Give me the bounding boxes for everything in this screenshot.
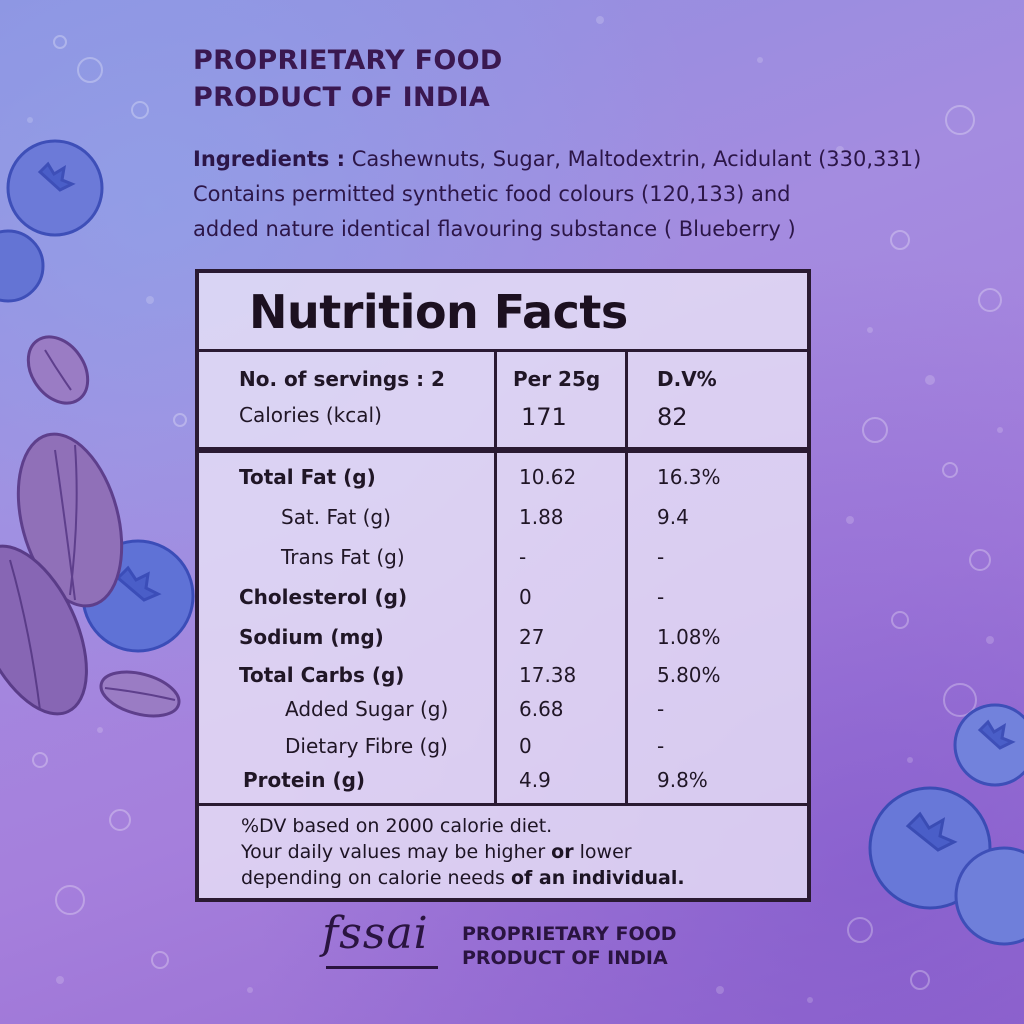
nutrient-dv: 1.08% — [657, 625, 721, 649]
divider — [199, 803, 807, 806]
nutrient-label: Total Fat (g) — [239, 465, 376, 489]
nutrient-value: 0 — [519, 734, 532, 758]
nutrient-value: 17.38 — [519, 663, 577, 687]
nutrient-label: Protein (g) — [243, 768, 366, 792]
nutrient-dv: 9.4 — [657, 505, 689, 529]
almond-icon — [16, 432, 124, 608]
ingredients-line-1: Ingredients : Cashewnuts, Sugar, Maltode… — [193, 142, 993, 177]
divider — [199, 349, 807, 352]
nutrient-dv: 16.3% — [657, 465, 721, 489]
nutrient-dv: - — [657, 585, 665, 609]
blueberry-icon — [954, 846, 1024, 946]
footnote-line-2: Your daily values may be higher or lower — [241, 839, 801, 865]
nutrient-label: Dietary Fibre (g) — [285, 734, 448, 758]
nutrient-dv: 9.8% — [657, 768, 708, 792]
footnote-line-1: %DV based on 2000 calorie diet. — [241, 815, 553, 837]
blueberry-icon — [868, 786, 992, 910]
nutrient-label: Sodium (mg) — [239, 625, 384, 649]
blueberry-icon — [6, 139, 104, 237]
footer-text: PROPRIETARY FOOD PRODUCT OF INDIA — [462, 922, 677, 970]
footnote-text: lower — [573, 841, 632, 863]
nutrient-value: 6.68 — [519, 697, 564, 721]
ingredients-block: Ingredients : Cashewnuts, Sugar, Maltode… — [193, 142, 993, 247]
nutrient-value: 1.88 — [519, 505, 564, 529]
heading-line-2: PRODUCT OF INDIA — [193, 82, 491, 113]
nutrient-value: 4.9 — [519, 768, 551, 792]
nutrient-label: Cholesterol (g) — [239, 585, 408, 609]
footnote-text-bold: or — [551, 841, 574, 863]
nutrient-label: Sat. Fat (g) — [281, 505, 391, 529]
per-header: Per 25g — [513, 367, 601, 391]
ingredients-list: Cashewnuts, Sugar, Maltodextrin, Acidula… — [345, 147, 922, 171]
ingredients-line-2: Contains permitted synthetic food colour… — [193, 182, 791, 206]
nutrient-dv: - — [657, 545, 665, 569]
nutrition-facts-title: Nutrition Facts — [249, 285, 628, 339]
ingredients-line-3: added nature identical flavouring substa… — [193, 217, 796, 241]
nutrient-value: 0 — [519, 585, 532, 609]
column-divider — [494, 349, 497, 806]
footnote-text: Your daily values may be higher — [241, 841, 552, 863]
nutrient-value: 10.62 — [519, 465, 577, 489]
divider-thick — [199, 447, 807, 453]
product-heading: PROPRIETARY FOOD PRODUCT OF INDIA — [193, 42, 503, 116]
fssai-logo-underline — [326, 966, 438, 969]
footer-line-2: PRODUCT OF INDIA — [462, 947, 668, 969]
nutrient-dv: - — [657, 697, 665, 721]
footer-line-1: PROPRIETARY FOOD — [462, 923, 677, 945]
nutrition-facts-panel: Nutrition Facts No. of servings : 2 Per … — [195, 269, 811, 902]
blueberry-icon — [953, 703, 1024, 787]
calories-dv: 82 — [657, 403, 688, 431]
leaf-icon — [99, 670, 181, 718]
nutrient-label: Total Carbs (g) — [239, 663, 405, 687]
fssai-logo: fssai — [322, 908, 429, 959]
dv-header: D.V% — [657, 367, 717, 391]
heading-line-1: PROPRIETARY FOOD — [193, 45, 503, 76]
footnote-text: depending on calorie needs — [241, 867, 511, 889]
nutrient-label: Added Sugar (g) — [285, 697, 449, 721]
footnote-line-3: depending on calorie needs of an individ… — [241, 865, 801, 891]
nutrient-dv: 5.80% — [657, 663, 721, 687]
leaf-icon — [26, 335, 90, 405]
blueberry-icon — [81, 539, 195, 653]
blueberry-icon — [0, 229, 45, 303]
ingredients-label: Ingredients : — [193, 147, 346, 171]
calories-value: 171 — [521, 403, 567, 431]
nutrient-value: - — [519, 545, 527, 569]
nutrient-label: Trans Fat (g) — [281, 545, 405, 569]
footnote-text-bold: of an individual. — [510, 867, 685, 889]
servings-label: No. of servings : 2 — [239, 367, 445, 391]
column-divider — [625, 349, 628, 806]
dv-footnote: %DV based on 2000 calorie diet. Your dai… — [241, 813, 801, 891]
nutrient-dv: - — [657, 734, 665, 758]
nutrient-value: 27 — [519, 625, 545, 649]
almond-icon — [0, 544, 88, 716]
calories-label: Calories (kcal) — [239, 403, 382, 427]
